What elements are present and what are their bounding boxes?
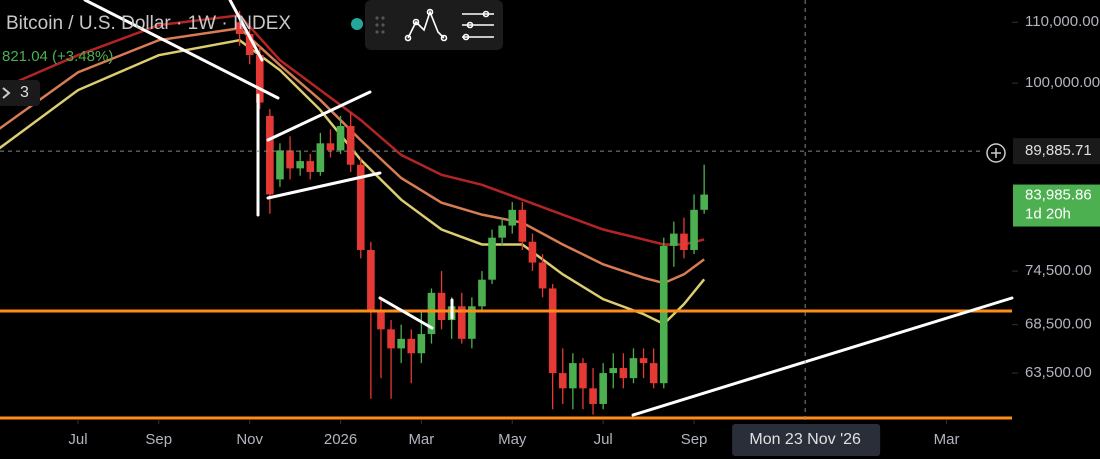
candle-body xyxy=(548,288,557,374)
y-tick-label: 110,000.00 xyxy=(1025,13,1099,30)
x-tick-label: Mar xyxy=(408,431,434,448)
x-tick-label: Sep xyxy=(145,431,172,448)
chevron-icon xyxy=(2,87,11,99)
overlay xyxy=(0,0,984,420)
candle-body xyxy=(407,338,416,354)
candle-body xyxy=(437,292,446,321)
y-tick-label: 100,000.00 xyxy=(1025,74,1100,91)
candle-body xyxy=(528,241,537,263)
candle-body xyxy=(609,368,618,374)
candle-body xyxy=(498,225,506,238)
candle-body xyxy=(457,306,466,339)
x-tick-label: Nov xyxy=(236,431,263,448)
x-tick-label: May xyxy=(498,431,527,448)
x-tick-label: Jul xyxy=(68,431,87,448)
y-tick-label: 63,500.00 xyxy=(1025,364,1092,381)
candle-body xyxy=(356,164,365,250)
crosshair-y-label-bg xyxy=(1013,138,1100,165)
add-alert-icon[interactable] xyxy=(986,143,1006,163)
candle-body xyxy=(377,310,385,330)
candle-body xyxy=(367,249,375,311)
x-tick-label: Jul xyxy=(594,431,613,448)
plot-area xyxy=(0,10,708,415)
candle-body xyxy=(276,150,284,180)
candle-body xyxy=(619,368,628,379)
candle-body xyxy=(346,126,355,165)
status-dot xyxy=(351,18,363,30)
candle-body xyxy=(558,373,567,389)
candle-body xyxy=(255,54,264,103)
candle-body xyxy=(266,115,274,195)
ribbon-line xyxy=(0,38,706,326)
trend-line xyxy=(378,296,434,330)
crosshair-x-label-bg xyxy=(732,424,881,456)
grip-icon[interactable] xyxy=(375,16,385,34)
candle-body xyxy=(569,363,577,389)
candle-body xyxy=(690,209,698,250)
y-tick-label: 68,500.00 xyxy=(1025,316,1092,333)
candle-body xyxy=(417,334,426,354)
candle-body xyxy=(427,292,436,335)
crosshair-y-label: 89,885.71 xyxy=(1025,142,1092,159)
candle-body xyxy=(286,150,294,169)
trend-line xyxy=(83,0,280,100)
trend-lines xyxy=(83,0,1014,417)
trend-line xyxy=(266,90,372,142)
last-price-label: 83,985.86 xyxy=(1025,187,1092,204)
candle-body xyxy=(670,233,678,246)
countdown-label: 1d 20h xyxy=(1025,206,1071,223)
candle-body xyxy=(326,143,335,151)
candle-body xyxy=(387,329,395,349)
candle-body xyxy=(306,161,315,173)
badge-text: 3 xyxy=(20,84,29,101)
candle-body xyxy=(589,388,597,404)
toolbar xyxy=(365,0,503,50)
candle-body xyxy=(468,306,476,339)
candle-body xyxy=(488,237,496,280)
candle-body xyxy=(518,209,527,242)
settings-icon[interactable] xyxy=(462,10,494,41)
last-price-bg xyxy=(1013,184,1100,227)
candle-body xyxy=(336,126,345,151)
x-tick-label: Mar xyxy=(934,431,960,448)
trend-line xyxy=(228,0,264,62)
y-tick-label: 74,500.00 xyxy=(1025,262,1092,279)
candle-body xyxy=(680,233,688,250)
candle-body xyxy=(649,363,658,384)
candle-body xyxy=(629,358,638,379)
symbol-title: Bitcoin / U.S. Dollar · 1W · INDEX xyxy=(6,13,291,34)
candle-body xyxy=(538,262,547,289)
x-tick-label: 2026 xyxy=(324,431,357,448)
candle-body xyxy=(478,279,486,307)
candle-body xyxy=(659,245,668,384)
candle-body xyxy=(639,358,648,364)
trend-line xyxy=(266,171,382,200)
crosshair-x-label: Mon 23 Nov '26 xyxy=(749,431,861,448)
candle-body xyxy=(599,373,607,404)
price-change: 821.04 (+3.48%) xyxy=(2,48,113,65)
indicators-icon[interactable] xyxy=(404,8,448,42)
candle-body xyxy=(316,143,325,173)
candle-body xyxy=(579,363,587,389)
candle-body xyxy=(235,22,244,34)
candle-body xyxy=(245,33,254,55)
horizontal-levels xyxy=(0,309,1012,420)
x-tick-label: Sep xyxy=(681,431,708,448)
candle-body xyxy=(508,209,517,226)
candle-body xyxy=(296,161,304,169)
candle-body xyxy=(700,194,708,210)
candle-body xyxy=(397,338,405,349)
badge[interactable] xyxy=(0,80,40,106)
trend-line xyxy=(631,296,1014,417)
ribbon-line xyxy=(0,13,705,246)
ribbon-line xyxy=(0,26,705,285)
plus-icon xyxy=(991,148,1001,158)
